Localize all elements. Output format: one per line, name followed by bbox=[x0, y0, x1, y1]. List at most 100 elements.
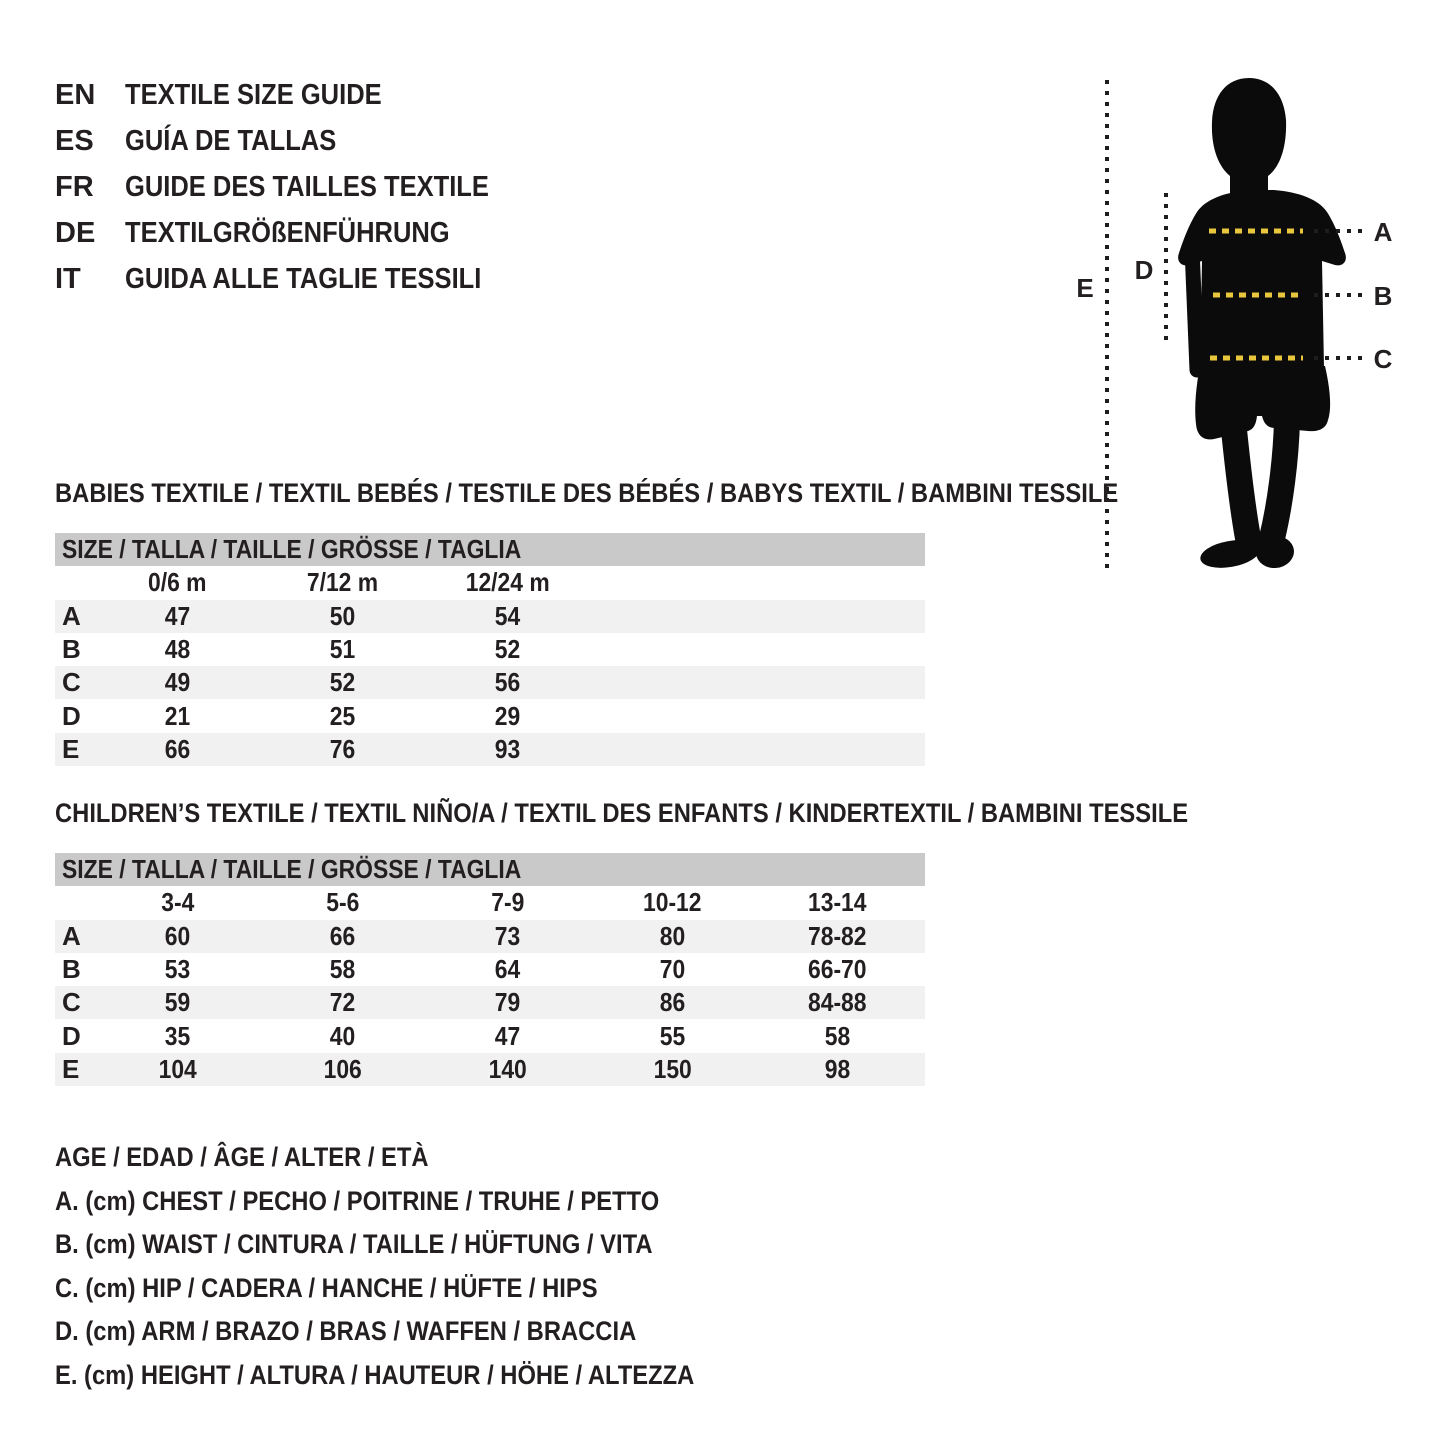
cell-value: 58 bbox=[329, 953, 356, 984]
cell-value: 54 bbox=[494, 600, 521, 631]
column-label: 13-14 bbox=[808, 887, 867, 918]
cell-value: 104 bbox=[158, 1053, 197, 1084]
row-label: D bbox=[62, 1020, 81, 1051]
figure-label-hip: C bbox=[1374, 344, 1393, 374]
cell-value: 73 bbox=[494, 920, 521, 951]
table-row: C 59 72 79 86 84-88 bbox=[55, 986, 925, 1020]
cell-value: 21 bbox=[164, 700, 191, 731]
cell-value: 47 bbox=[494, 1020, 521, 1051]
cell-value: 76 bbox=[329, 733, 356, 764]
cell-value: 51 bbox=[329, 633, 356, 664]
column-label: 12/24 m bbox=[465, 567, 550, 598]
cell-value: 66 bbox=[329, 920, 356, 951]
cell-value: 66-70 bbox=[808, 953, 867, 984]
babies-section-heading: BABIES TEXTILE / TEXTIL BEBÉS / TESTILE … bbox=[55, 478, 1119, 508]
row-label: C bbox=[62, 987, 81, 1018]
guide-title: GUIDE DES TAILLES TEXTILE bbox=[125, 170, 489, 203]
column-label: 5-6 bbox=[325, 887, 360, 918]
title-row: DE TEXTILGRÖßENFÜHRUNG bbox=[55, 210, 539, 256]
table-row: E 66 76 93 bbox=[55, 732, 925, 766]
cell-value: 106 bbox=[323, 1053, 362, 1084]
cell-value: 72 bbox=[329, 987, 356, 1018]
table-row: B 48 51 52 bbox=[55, 633, 925, 666]
cell-value: 53 bbox=[164, 953, 191, 984]
legend-line: AGE / EDAD / ÂGE / ALTER / ETÀ bbox=[55, 1142, 429, 1173]
table-row: A 60 66 73 80 78-82 bbox=[55, 919, 925, 953]
children-section-heading: CHILDREN’S TEXTILE / TEXTIL NIÑO/A / TEX… bbox=[55, 798, 1189, 828]
cell-value: 78-82 bbox=[808, 920, 867, 951]
language-code: FR bbox=[55, 170, 94, 203]
cell-value: 150 bbox=[653, 1053, 692, 1084]
table-row: D 21 25 29 bbox=[55, 699, 925, 732]
cell-value: 25 bbox=[329, 700, 356, 731]
column-label: 3-4 bbox=[160, 887, 195, 918]
title-row: FR GUIDE DES TAILLES TEXTILE bbox=[55, 164, 539, 210]
row-label: A bbox=[62, 920, 81, 951]
measurement-legend: AGE / EDAD / ÂGE / ALTER / ETÀ A. (cm) C… bbox=[55, 1136, 781, 1397]
cell-value: 66 bbox=[164, 733, 191, 764]
cell-value: 86 bbox=[659, 987, 686, 1018]
babies-column-header: 0/6 m 7/12 m 12/24 m bbox=[55, 566, 925, 600]
cell-value: 60 bbox=[164, 920, 191, 951]
column-label: 7-9 bbox=[490, 887, 525, 918]
cell-value: 79 bbox=[494, 987, 521, 1018]
title-row: EN TEXTILE SIZE GUIDE bbox=[55, 72, 539, 118]
children-column-header: 3-4 5-6 7-9 10-12 13-14 bbox=[55, 886, 925, 920]
cell-value: 56 bbox=[494, 667, 521, 698]
children-table: SIZE / TALLA / TAILLE / GRÖSSE / TAGLIA … bbox=[55, 853, 925, 1086]
cell-value: 49 bbox=[164, 667, 191, 698]
figure-label-chest: A bbox=[1374, 217, 1393, 247]
cell-value: 48 bbox=[164, 633, 191, 664]
language-code: DE bbox=[55, 216, 96, 249]
cell-value: 80 bbox=[659, 920, 686, 951]
title-block: EN TEXTILE SIZE GUIDE ES GUÍA DE TALLAS … bbox=[55, 72, 539, 302]
row-label: B bbox=[62, 953, 81, 984]
column-label: 10-12 bbox=[643, 887, 702, 918]
table-row: E 104 106 140 150 98 bbox=[55, 1052, 925, 1086]
column-label: 0/6 m bbox=[148, 567, 207, 598]
guide-title: TEXTILE SIZE GUIDE bbox=[125, 78, 382, 111]
cell-value: 98 bbox=[824, 1053, 851, 1084]
row-label: D bbox=[62, 700, 81, 731]
column-label: 7/12 m bbox=[306, 567, 379, 598]
size-guide-figure: A B C D E bbox=[1076, 78, 1393, 569]
language-code: EN bbox=[55, 78, 96, 111]
children-size-header: SIZE / TALLA / TAILLE / GRÖSSE / TAGLIA bbox=[55, 853, 925, 886]
table-row: A 47 50 54 bbox=[55, 599, 925, 633]
legend-line: A. (cm) CHEST / PECHO / POITRINE / TRUHE… bbox=[55, 1185, 660, 1216]
title-row: IT GUIDA ALLE TAGLIE TESSILI bbox=[55, 256, 539, 302]
table-row: D 35 40 47 55 58 bbox=[55, 1019, 925, 1052]
cell-value: 64 bbox=[494, 953, 521, 984]
cell-value: 35 bbox=[164, 1020, 191, 1051]
guide-title: GUIDA ALLE TAGLIE TESSILI bbox=[125, 262, 482, 295]
row-label: B bbox=[62, 633, 81, 664]
figure-label-waist: B bbox=[1374, 281, 1393, 311]
title-row: ES GUÍA DE TALLAS bbox=[55, 118, 539, 164]
table-row: B 53 58 64 70 66-70 bbox=[55, 953, 925, 986]
row-label: A bbox=[62, 600, 81, 631]
cell-value: 93 bbox=[494, 733, 521, 764]
legend-line: E. (cm) HEIGHT / ALTURA / HAUTEUR / HÖHE… bbox=[55, 1359, 695, 1390]
cell-value: 59 bbox=[164, 987, 191, 1018]
cell-value: 50 bbox=[329, 600, 356, 631]
cell-value: 70 bbox=[659, 953, 686, 984]
cell-value: 140 bbox=[488, 1053, 527, 1084]
row-label: C bbox=[62, 667, 81, 698]
cell-value: 55 bbox=[659, 1020, 686, 1051]
cell-value: 52 bbox=[494, 633, 521, 664]
guide-title: TEXTILGRÖßENFÜHRUNG bbox=[125, 216, 450, 249]
guide-title: GUÍA DE TALLAS bbox=[125, 124, 337, 157]
child-silhouette bbox=[1178, 78, 1346, 569]
row-label: E bbox=[62, 733, 80, 764]
babies-table: SIZE / TALLA / TAILLE / GRÖSSE / TAGLIA … bbox=[55, 533, 925, 766]
language-code: ES bbox=[55, 124, 94, 157]
cell-value: 58 bbox=[824, 1020, 851, 1051]
legend-line: C. (cm) HIP / CADERA / HANCHE / HÜFTE / … bbox=[55, 1272, 598, 1303]
cell-value: 29 bbox=[494, 700, 521, 731]
legend-line: D. (cm) ARM / BRAZO / BRAS / WAFFEN / BR… bbox=[55, 1316, 637, 1347]
cell-value: 52 bbox=[329, 667, 356, 698]
figure-label-arm: D bbox=[1135, 255, 1154, 285]
babies-size-header: SIZE / TALLA / TAILLE / GRÖSSE / TAGLIA bbox=[55, 533, 925, 566]
cell-value: 47 bbox=[164, 600, 191, 631]
table-row: C 49 52 56 bbox=[55, 666, 925, 700]
